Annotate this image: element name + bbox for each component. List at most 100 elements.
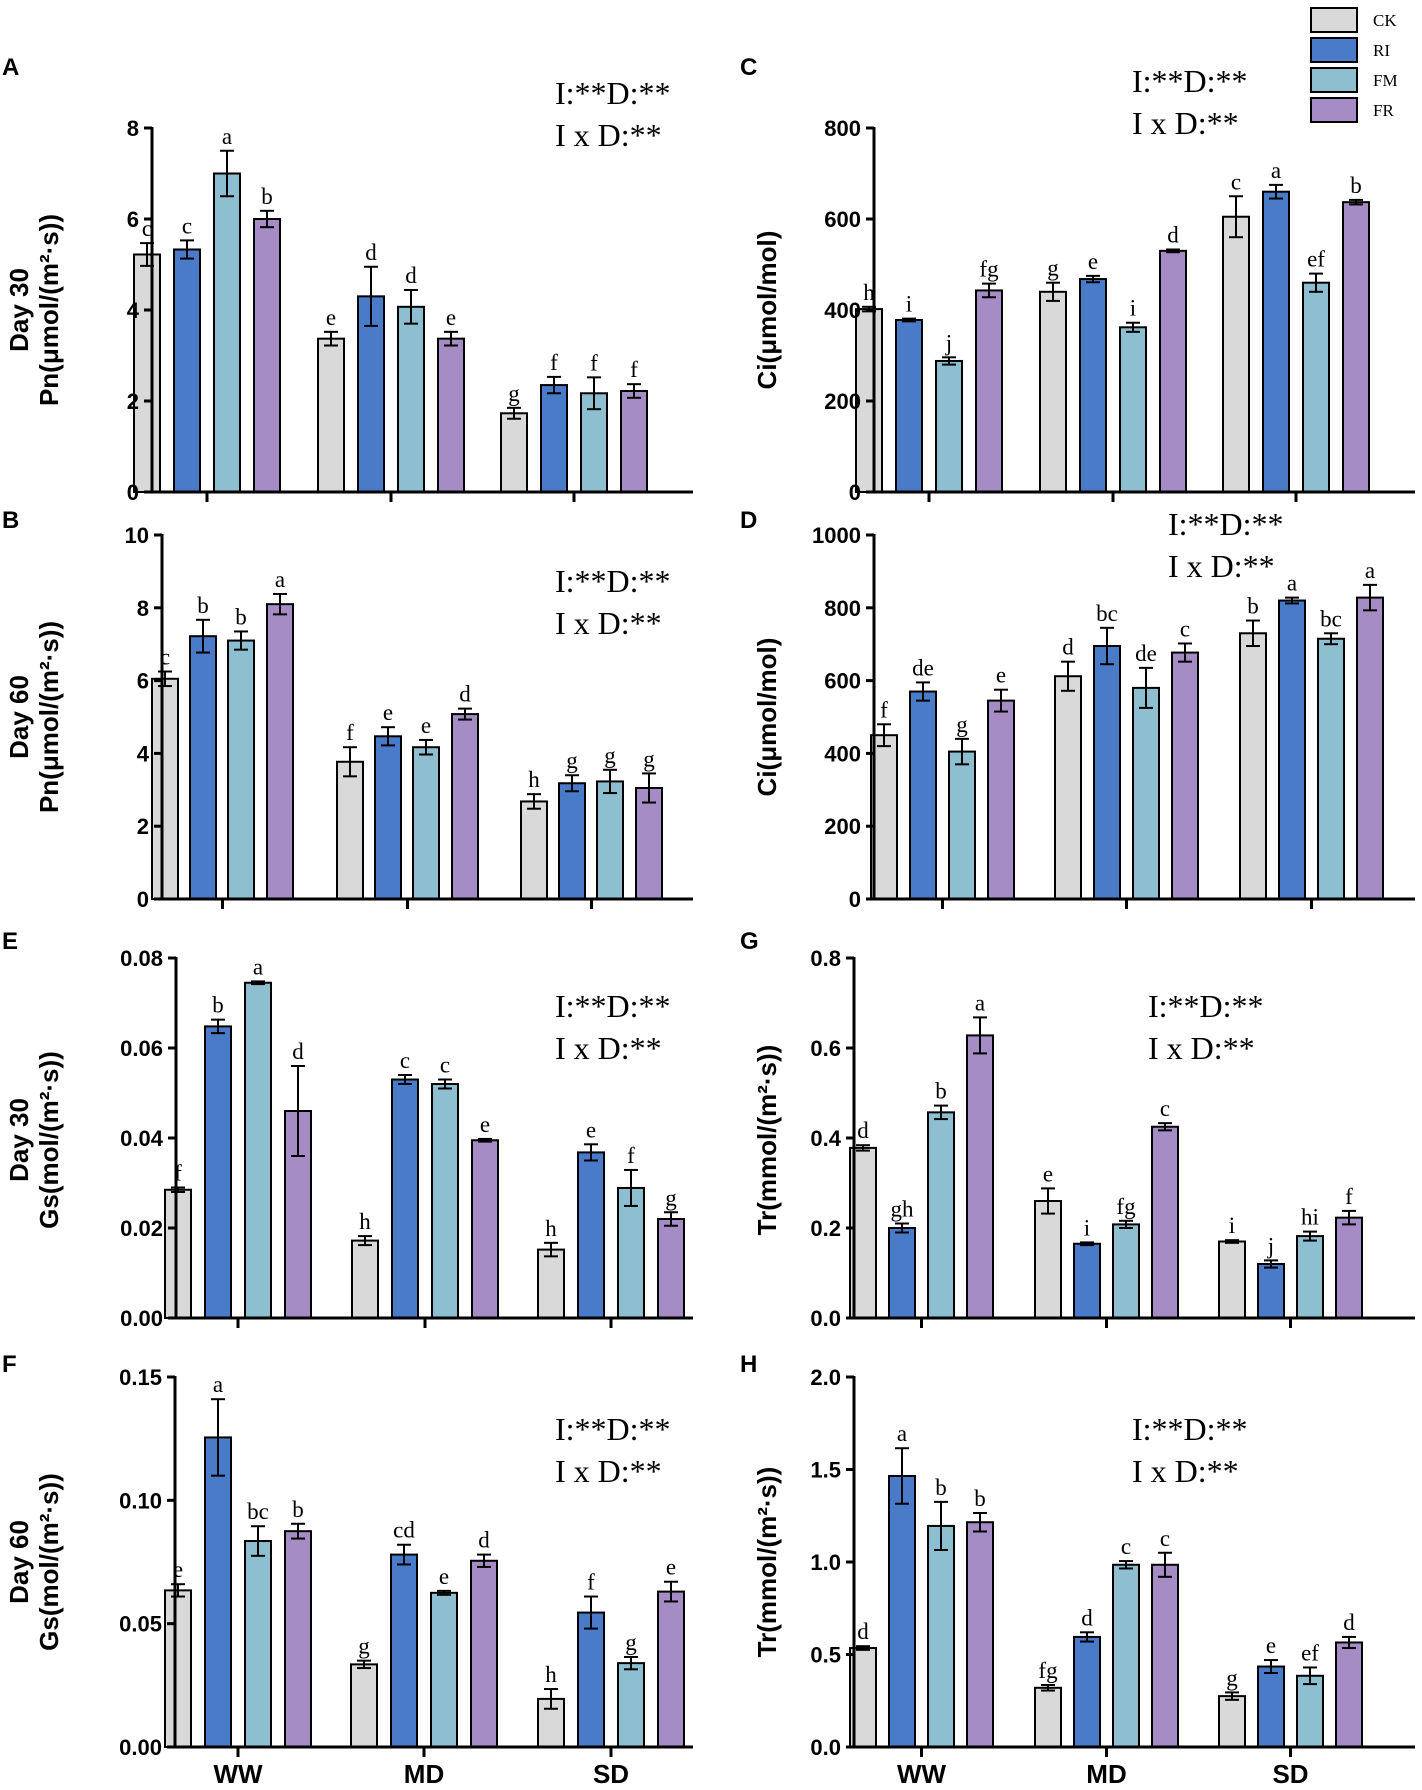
y-tick-label-d-2: 400 <box>824 741 861 766</box>
error-bar-c-fm-md <box>1126 321 1140 333</box>
error-bar-h-ck-md <box>1041 1684 1055 1692</box>
y-tick-label-e-3: 0.06 <box>120 1036 163 1061</box>
y-label-g: Tr(mmol/(m²·s)) <box>752 1045 782 1236</box>
sig-letter-d-ck-ww: f <box>880 697 888 722</box>
error-bar-h-fm-ww <box>934 1500 948 1551</box>
y-tick-label-b-0: 0 <box>137 887 149 912</box>
sig-letter-c-fm-ww: j <box>945 330 952 355</box>
bar-b-ri-ww <box>189 635 217 901</box>
sig-letter-g-ck-ww: d <box>857 1118 869 1143</box>
bar-f-ri-md <box>390 1553 418 1748</box>
y-tick-label-h-1: 0.5 <box>810 1643 841 1668</box>
error-bar-f-ck-sd <box>544 1688 558 1710</box>
y-tick-label-f-1: 0.05 <box>119 1612 162 1637</box>
bar-e-fr-md <box>471 1139 499 1319</box>
panel-letter-b: B <box>2 507 19 534</box>
sig-letter-c-ri-ww: i <box>906 292 912 317</box>
bar-h-ck-md <box>1034 1686 1062 1749</box>
y-axis-title-e: Day 30 Gs(mol/(m²·s)) <box>4 1051 64 1229</box>
bar-c-fm-sd <box>1302 281 1330 494</box>
error-bar-a-fr-sd <box>627 383 641 399</box>
error-bar-f-ri-sd <box>584 1595 598 1630</box>
sig-letter-a-ri-sd: f <box>550 350 558 375</box>
panel-c: C Ci(μmol/mol) h g c i e a j i ef fg d b 0 200 400 600 800… <box>740 54 1415 505</box>
error-bar-f-fm-md <box>437 1589 451 1596</box>
sig-letter-f-ri-ww: a <box>213 1372 223 1397</box>
bar-h-fr-md <box>1151 1563 1179 1749</box>
error-bar-d-ck-md <box>1061 660 1075 692</box>
error-bar-b-ck-sd <box>527 793 541 810</box>
bar-g-ri-ww <box>888 1227 916 1319</box>
error-bar-f-fr-md <box>477 1553 491 1568</box>
error-bar-d-fm-ww <box>955 737 969 766</box>
bar-h-fm-ww <box>927 1524 955 1749</box>
error-bar-b-fm-sd <box>603 768 617 795</box>
error-bar-a-ri-md <box>364 265 378 327</box>
error-bar-f-ck-md <box>357 1659 371 1670</box>
sig-letter-b-fm-ww: b <box>235 604 247 629</box>
bar-h-fm-md <box>1112 1563 1140 1749</box>
sig-letter-d-fr-md: c <box>1180 616 1190 641</box>
stat-interaction-c: I x D:** <box>1132 105 1239 141</box>
error-bar-g-ck-sd <box>1225 1239 1239 1244</box>
bar-c-ri-md <box>1079 278 1107 493</box>
bar-d-ri-ww <box>909 690 937 901</box>
panel-letter-e: E <box>2 928 18 955</box>
y-tick-label-b-4: 8 <box>137 596 149 621</box>
error-bar-h-ck-sd <box>1225 1691 1239 1701</box>
sig-letter-b-fm-md: e <box>421 713 431 738</box>
sig-letter-f-fm-sd: g <box>625 1630 637 1655</box>
row-label-f: Day 60 <box>4 1520 34 1604</box>
bar-a-fr-ww <box>253 218 281 493</box>
bar-c-ck-sd <box>1222 215 1250 493</box>
error-bar-h-ri-md <box>1080 1631 1094 1643</box>
error-bar-c-ri-ww <box>902 317 916 323</box>
sig-letter-h-fm-sd: ef <box>1301 1640 1319 1665</box>
bar-f-fr-md <box>470 1559 498 1749</box>
sig-letter-d-fm-md: de <box>1135 641 1157 666</box>
bar-h-ri-sd <box>1257 1665 1285 1749</box>
sig-letter-a-fr-sd: f <box>630 357 638 382</box>
y-tick-label-b-5: 10 <box>125 523 149 548</box>
error-bar-c-ck-sd <box>1229 195 1243 239</box>
error-bar-a-ri-ww <box>180 239 194 260</box>
panel-b: B Day 60 Pn(μmol/(m²·s)) c f h b e g b e g a d g 0 2 4 6 8 1… <box>2 507 693 912</box>
sig-letter-e-ri-md: c <box>400 1048 410 1073</box>
sig-letter-e-fm-ww: a <box>253 954 263 979</box>
row-label-b: Day 60 <box>4 675 34 759</box>
bar-d-fm-sd <box>1317 637 1345 900</box>
stat-main-c: I:**D:** <box>1132 63 1248 99</box>
error-bar-h-fr-ww <box>973 1511 987 1533</box>
panel-a: A Day 30 Pn(μmol/(m²·s)) c e g c d f a d f b e f 0 2 4 6 8 I… <box>2 54 693 505</box>
y-tick-label-h-4: 2.0 <box>810 1365 841 1390</box>
y-axis-title-g: Tr(mmol/(m²·s)) <box>752 1045 782 1236</box>
error-bar-c-ri-md <box>1086 274 1100 284</box>
error-bar-g-fm-ww <box>934 1104 948 1121</box>
error-bar-a-fr-ww <box>260 209 274 229</box>
y-label-f: Gs(mol/(m²·s)) <box>34 1473 64 1651</box>
panel-letter-d: D <box>740 507 757 534</box>
error-bar-e-ri-sd <box>584 1143 598 1162</box>
bar-h-ri-ww <box>888 1474 916 1748</box>
sig-letter-c-ri-md: e <box>1088 249 1098 274</box>
bar-e-ri-md <box>391 1078 419 1319</box>
error-bar-d-ri-md <box>1100 626 1114 666</box>
sig-letter-b-ck-md: f <box>346 720 354 745</box>
y-tick-label-g-1: 0.2 <box>810 1216 841 1241</box>
bar-d-fm-ww <box>948 750 976 901</box>
bar-e-ck-sd <box>537 1248 565 1319</box>
error-bar-g-ri-sd <box>1264 1259 1278 1269</box>
sig-letter-h-ck-ww: d <box>857 1619 869 1644</box>
bar-g-fr-sd <box>1335 1216 1363 1320</box>
sig-letter-a-ri-ww: c <box>182 213 192 238</box>
bar-b-ri-sd <box>558 782 586 900</box>
row-label-a: Day 30 <box>4 268 34 352</box>
x-tick-label-h-sd: SD <box>1272 1759 1308 1789</box>
error-bar-g-fm-sd <box>1303 1230 1317 1242</box>
sig-letter-b-ri-md: e <box>383 700 393 725</box>
bar-a-ri-sd <box>540 384 568 494</box>
x-tick-label-f-ww: WW <box>213 1759 263 1789</box>
x-tick-label-h-md: MD <box>1086 1759 1126 1789</box>
sig-letter-h-ri-md: d <box>1081 1605 1093 1630</box>
error-bar-h-fm-sd <box>1303 1666 1317 1686</box>
